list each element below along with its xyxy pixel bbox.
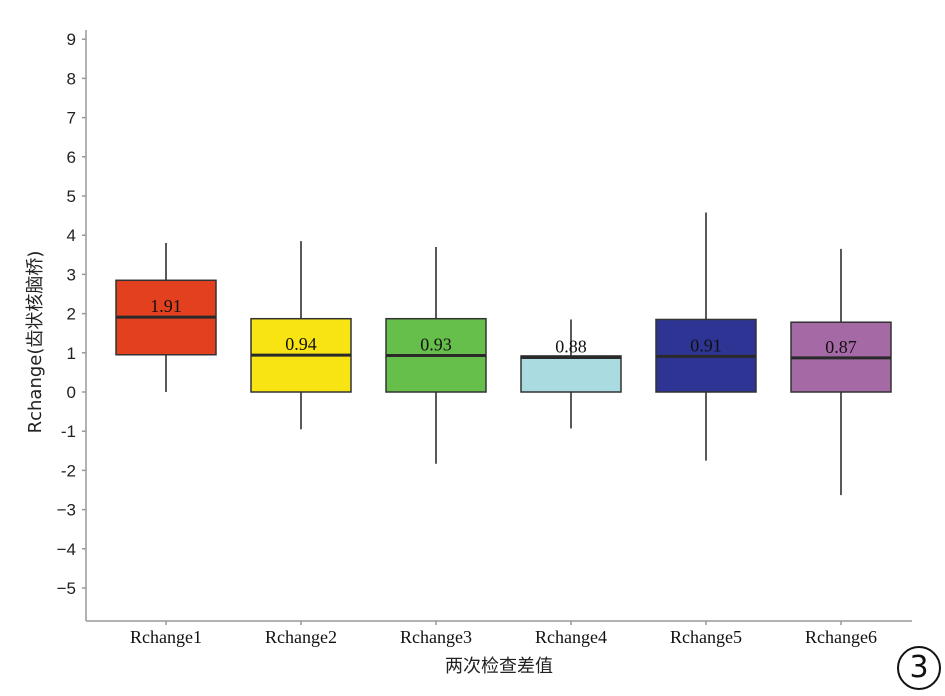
median-value-label: 0.88 (555, 337, 587, 357)
y-ticks: 9 8 7 6 5 4 3 2 1 0 -1 -2 −3 −4 −5 (57, 30, 86, 598)
y-tick-label: 8 (67, 69, 76, 88)
axes (85, 30, 912, 622)
median-value-label: 0.93 (420, 335, 452, 355)
x-category-label: Rchange6 (805, 627, 877, 647)
y-tick-label: 2 (67, 305, 76, 324)
y-tick-label: 3 (67, 265, 76, 284)
y-tick-label: 7 (67, 109, 76, 128)
y-axis-title: Rchange(齿状核脑桥) (25, 251, 46, 434)
x-category-label: Rchange3 (400, 627, 472, 647)
y-tick-label: -2 (61, 461, 76, 480)
box-group-rchange4: 0.88 (520, 319, 622, 429)
y-tick-label: 0 (67, 383, 76, 402)
y-tick-label: 9 (67, 30, 76, 49)
box-group-rchange1: 1.91 (115, 243, 217, 392)
box (520, 355, 622, 393)
median-value-label: 0.94 (285, 334, 317, 354)
median-value-label: 0.91 (690, 335, 722, 355)
box-group-rchange2: 0.94 (250, 241, 352, 430)
x-ticks: Rchange1 Rchange2 Rchange3 Rchange4 Rchange5… (130, 621, 877, 647)
y-tick-label: −3 (57, 501, 76, 520)
x-axis-title: 两次检查差值 (445, 656, 553, 677)
y-tick-label: −5 (57, 579, 76, 598)
box-group-rchange5: 0.91 (655, 212, 757, 461)
y-tick-label: −4 (57, 540, 76, 559)
panel-number-badge: 3 (897, 646, 941, 690)
y-tick-label: 1 (67, 344, 76, 363)
y-tick-label: 4 (67, 226, 76, 245)
y-tick-label: 5 (67, 187, 76, 206)
median-value-label: 0.87 (825, 337, 857, 357)
box-group-rchange6: 0.87 (790, 248, 892, 496)
boxes: 1.91 0.94 0.93 0.88 0.91 0.87 (115, 212, 892, 496)
median-value-label: 1.91 (150, 296, 182, 316)
y-tick-label: -1 (61, 422, 76, 441)
x-category-label: Rchange5 (670, 627, 742, 647)
x-category-label: Rchange4 (535, 627, 607, 647)
y-tick-label: 6 (67, 148, 76, 167)
x-category-label: Rchange2 (265, 627, 337, 647)
box-group-rchange3: 0.93 (385, 246, 487, 464)
x-category-label: Rchange1 (130, 627, 202, 647)
